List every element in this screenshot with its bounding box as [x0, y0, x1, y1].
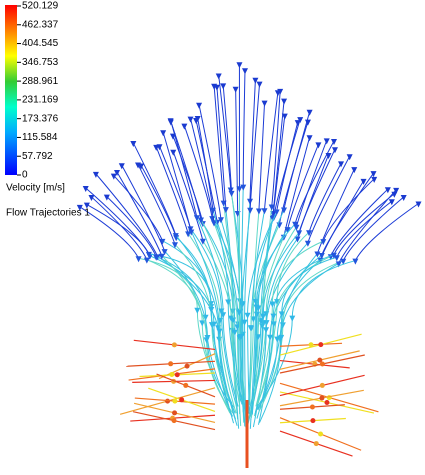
arrow-marker [172, 242, 178, 248]
outflow-marker [168, 361, 173, 366]
trajectory [243, 70, 245, 186]
legend-label: 0 [22, 170, 28, 181]
trajectory [250, 84, 259, 210]
legend-label: 57.792 [22, 151, 53, 162]
arrow-marker [242, 68, 248, 74]
outflow-marker [172, 399, 177, 404]
outflow-marker [175, 372, 180, 377]
viewport: 520.129 462.337 404.545 346.753 288.961 231.1… [0, 0, 425, 475]
outflow-marker [318, 342, 323, 347]
arrow-marker [208, 307, 214, 313]
trajectories [77, 62, 422, 468]
arrow-marker [216, 329, 222, 335]
arrow-marker [194, 308, 200, 314]
arrow-marker [170, 150, 176, 156]
arrow-marker [307, 135, 313, 141]
arrow-marker [281, 99, 287, 105]
arrow-marker [307, 110, 313, 116]
arrow-marker [104, 195, 110, 201]
arrow-marker [295, 120, 301, 126]
trajectory [343, 197, 403, 261]
arrow-marker [220, 83, 226, 89]
arrow-marker [181, 124, 187, 130]
arrow-marker [324, 138, 330, 144]
legend-title: Velocity [m/s] [6, 183, 65, 194]
arrow-marker [236, 62, 242, 68]
legend-label: 173.376 [22, 113, 59, 124]
outflow-marker [320, 362, 325, 367]
outflow-marker [319, 396, 324, 401]
arrow-marker [247, 208, 253, 214]
arrow-marker [256, 208, 262, 214]
color-bar [5, 5, 17, 175]
outflow-marker [172, 418, 177, 423]
arrow-marker [168, 119, 174, 125]
outflow-marker [310, 418, 315, 423]
trajectory [223, 85, 231, 192]
arrow-marker [263, 327, 269, 333]
arrow-marker [257, 82, 263, 88]
outflow-marker [318, 431, 323, 436]
outflow-marker [179, 397, 184, 402]
outflow-marker [314, 441, 319, 446]
outflow-marker [185, 364, 190, 369]
legend-label: 346.753 [22, 57, 59, 68]
arrow-marker [401, 195, 407, 201]
arrow-marker [261, 208, 267, 214]
legend-label: 404.545 [22, 38, 59, 49]
legend-label: 115.584 [22, 132, 58, 143]
trajectory [259, 103, 265, 211]
arrow-marker [315, 142, 321, 148]
trajectory [114, 176, 163, 241]
arrow-marker [111, 174, 117, 180]
arrow-marker [229, 191, 235, 197]
arrow-marker [351, 167, 357, 173]
outflow-marker [320, 383, 325, 388]
arrow-marker [83, 186, 89, 192]
trajectory [184, 126, 212, 218]
trajectory [122, 165, 165, 251]
page: 520.129 462.337 404.545 346.753 288.961 231.1… [0, 0, 425, 475]
arrow-marker [188, 117, 194, 123]
caption: Flow Trajectories 1 [6, 208, 90, 219]
arrow-marker [371, 177, 377, 183]
arrow-marker [216, 73, 222, 79]
legend-label: 288.961 [22, 76, 59, 87]
arrow-marker [196, 103, 202, 109]
arrow-marker [88, 195, 94, 201]
arrow-marker [332, 147, 338, 153]
trajectory [236, 89, 238, 213]
arrow-marker [160, 130, 166, 136]
arrow-marker [385, 187, 391, 193]
legend-label: 231.169 [22, 95, 59, 106]
trajectory [288, 144, 319, 229]
arrow-marker [223, 207, 229, 213]
outflow-marker [172, 342, 177, 347]
outflow-marker [172, 410, 177, 415]
outflow-marker [324, 400, 329, 405]
outflow-marker [183, 383, 188, 388]
arrow-marker [233, 87, 239, 93]
legend-label: 462.337 [22, 19, 59, 30]
arrow-marker [289, 316, 295, 322]
arrow-marker [262, 101, 268, 107]
legend-label: 520.129 [22, 1, 59, 12]
outflow-marker [310, 404, 315, 409]
arrow-marker [136, 256, 142, 262]
trajectory [141, 166, 176, 238]
trajectory [91, 197, 146, 260]
arrow-marker [270, 314, 276, 320]
arrow-marker [245, 313, 251, 319]
arrow-marker [389, 199, 395, 205]
legend: 520.129 462.337 404.545 346.753 288.961 231.1… [17, 1, 59, 181]
